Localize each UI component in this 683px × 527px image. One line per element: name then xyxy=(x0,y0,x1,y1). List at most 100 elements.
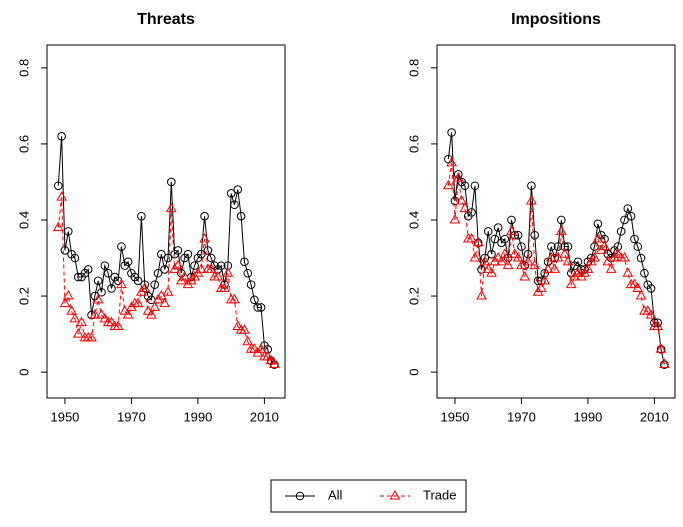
triangle-marker xyxy=(565,278,577,289)
circle-marker xyxy=(527,181,536,191)
triangle-marker xyxy=(522,255,534,266)
triangle-marker xyxy=(269,358,280,369)
triangle-marker xyxy=(479,255,491,266)
triangle-marker xyxy=(469,251,481,262)
circle-marker xyxy=(563,242,573,251)
x-tick-label: 2010 xyxy=(640,409,669,424)
triangle-marker xyxy=(265,354,277,365)
triangle-marker xyxy=(99,312,111,323)
triangle-marker xyxy=(255,343,267,353)
triangle-marker xyxy=(456,194,467,205)
x-tick-label: 1950 xyxy=(440,409,469,424)
circle-marker xyxy=(196,249,206,259)
circle-marker xyxy=(190,261,199,270)
x-tick-label: 1970 xyxy=(117,409,146,424)
circle-marker xyxy=(256,303,266,312)
circle-marker xyxy=(107,284,116,293)
circle-marker xyxy=(487,249,496,259)
circle-marker xyxy=(200,211,209,221)
circle-marker xyxy=(613,242,623,251)
series-line xyxy=(447,162,665,365)
y-tick-label: 0.4 xyxy=(16,211,31,229)
x-tick-label: 2010 xyxy=(250,409,279,424)
triangle-marker xyxy=(629,278,640,289)
y-tick-label: 0.8 xyxy=(16,59,31,77)
circle-marker xyxy=(537,276,546,286)
triangle-marker xyxy=(92,293,104,304)
circle-marker xyxy=(573,257,583,267)
circle-marker xyxy=(73,272,83,282)
circle-marker xyxy=(507,215,516,225)
series-line xyxy=(57,197,275,365)
circle-marker xyxy=(123,257,133,267)
chart-title: Threats xyxy=(137,11,195,28)
triangle-marker xyxy=(555,225,567,235)
x-tick-label: 1950 xyxy=(50,409,79,424)
circle-marker xyxy=(633,242,643,251)
circle-marker xyxy=(137,211,146,221)
circle-marker xyxy=(173,246,183,255)
legend-label: Trade xyxy=(423,487,456,502)
circle-marker xyxy=(236,211,246,221)
triangle-marker xyxy=(86,331,97,342)
triangle-marker xyxy=(632,282,644,292)
triangle-marker xyxy=(89,309,101,319)
circle-marker xyxy=(295,491,305,501)
triangle-marker xyxy=(62,290,74,300)
triangle-marker xyxy=(526,194,537,205)
circle-marker xyxy=(553,242,563,251)
circle-marker xyxy=(523,249,533,259)
circle-marker xyxy=(490,234,500,244)
y-tick-label: 0.2 xyxy=(406,287,421,305)
triangle-marker xyxy=(502,259,514,270)
triangle-marker xyxy=(622,267,634,277)
triangle-marker xyxy=(619,251,630,262)
y-tick-label: 0.8 xyxy=(406,59,421,77)
circle-marker xyxy=(163,253,173,263)
triangle-marker xyxy=(446,156,457,167)
circle-marker xyxy=(517,242,526,251)
plot-frame xyxy=(46,44,286,399)
y-tick-label: 0.6 xyxy=(406,135,421,153)
circle-marker xyxy=(616,227,626,236)
circle-marker xyxy=(240,257,249,267)
triangle-marker xyxy=(545,251,557,262)
circle-marker xyxy=(117,242,126,251)
triangle-marker xyxy=(559,248,570,258)
triangle-marker xyxy=(132,297,144,308)
circle-marker xyxy=(157,249,166,259)
circle-marker xyxy=(447,128,456,137)
circle-marker xyxy=(593,219,603,229)
triangle-marker xyxy=(232,320,244,330)
triangle-marker xyxy=(642,305,654,315)
circle-marker xyxy=(513,230,523,240)
circle-marker xyxy=(246,280,256,289)
triangle-marker xyxy=(652,320,664,330)
triangle-marker xyxy=(562,255,574,266)
triangle-marker xyxy=(66,305,77,315)
triangle-marker xyxy=(452,172,464,182)
triangle-marker xyxy=(442,179,454,190)
triangle-marker xyxy=(539,274,551,285)
triangle-marker xyxy=(52,221,64,232)
triangle-marker xyxy=(572,267,584,277)
circle-marker xyxy=(467,208,476,217)
circle-marker xyxy=(97,287,106,297)
circle-marker xyxy=(70,253,80,263)
triangle-marker xyxy=(242,335,254,346)
circle-marker xyxy=(626,211,636,221)
circle-marker xyxy=(460,181,470,191)
circle-marker xyxy=(530,230,540,240)
triangle-marker xyxy=(389,489,401,500)
triangle-marker xyxy=(599,240,610,251)
circle-marker xyxy=(103,268,113,278)
triangle-marker xyxy=(172,259,184,270)
triangle-marker xyxy=(56,191,67,201)
circle-marker xyxy=(557,215,566,225)
x-tick-label: 1990 xyxy=(573,409,602,424)
y-tick-label: 0.4 xyxy=(406,211,421,229)
triangle-marker xyxy=(212,271,224,281)
triangle-marker xyxy=(659,358,670,369)
circle-marker xyxy=(216,261,226,270)
circle-marker xyxy=(223,261,233,270)
